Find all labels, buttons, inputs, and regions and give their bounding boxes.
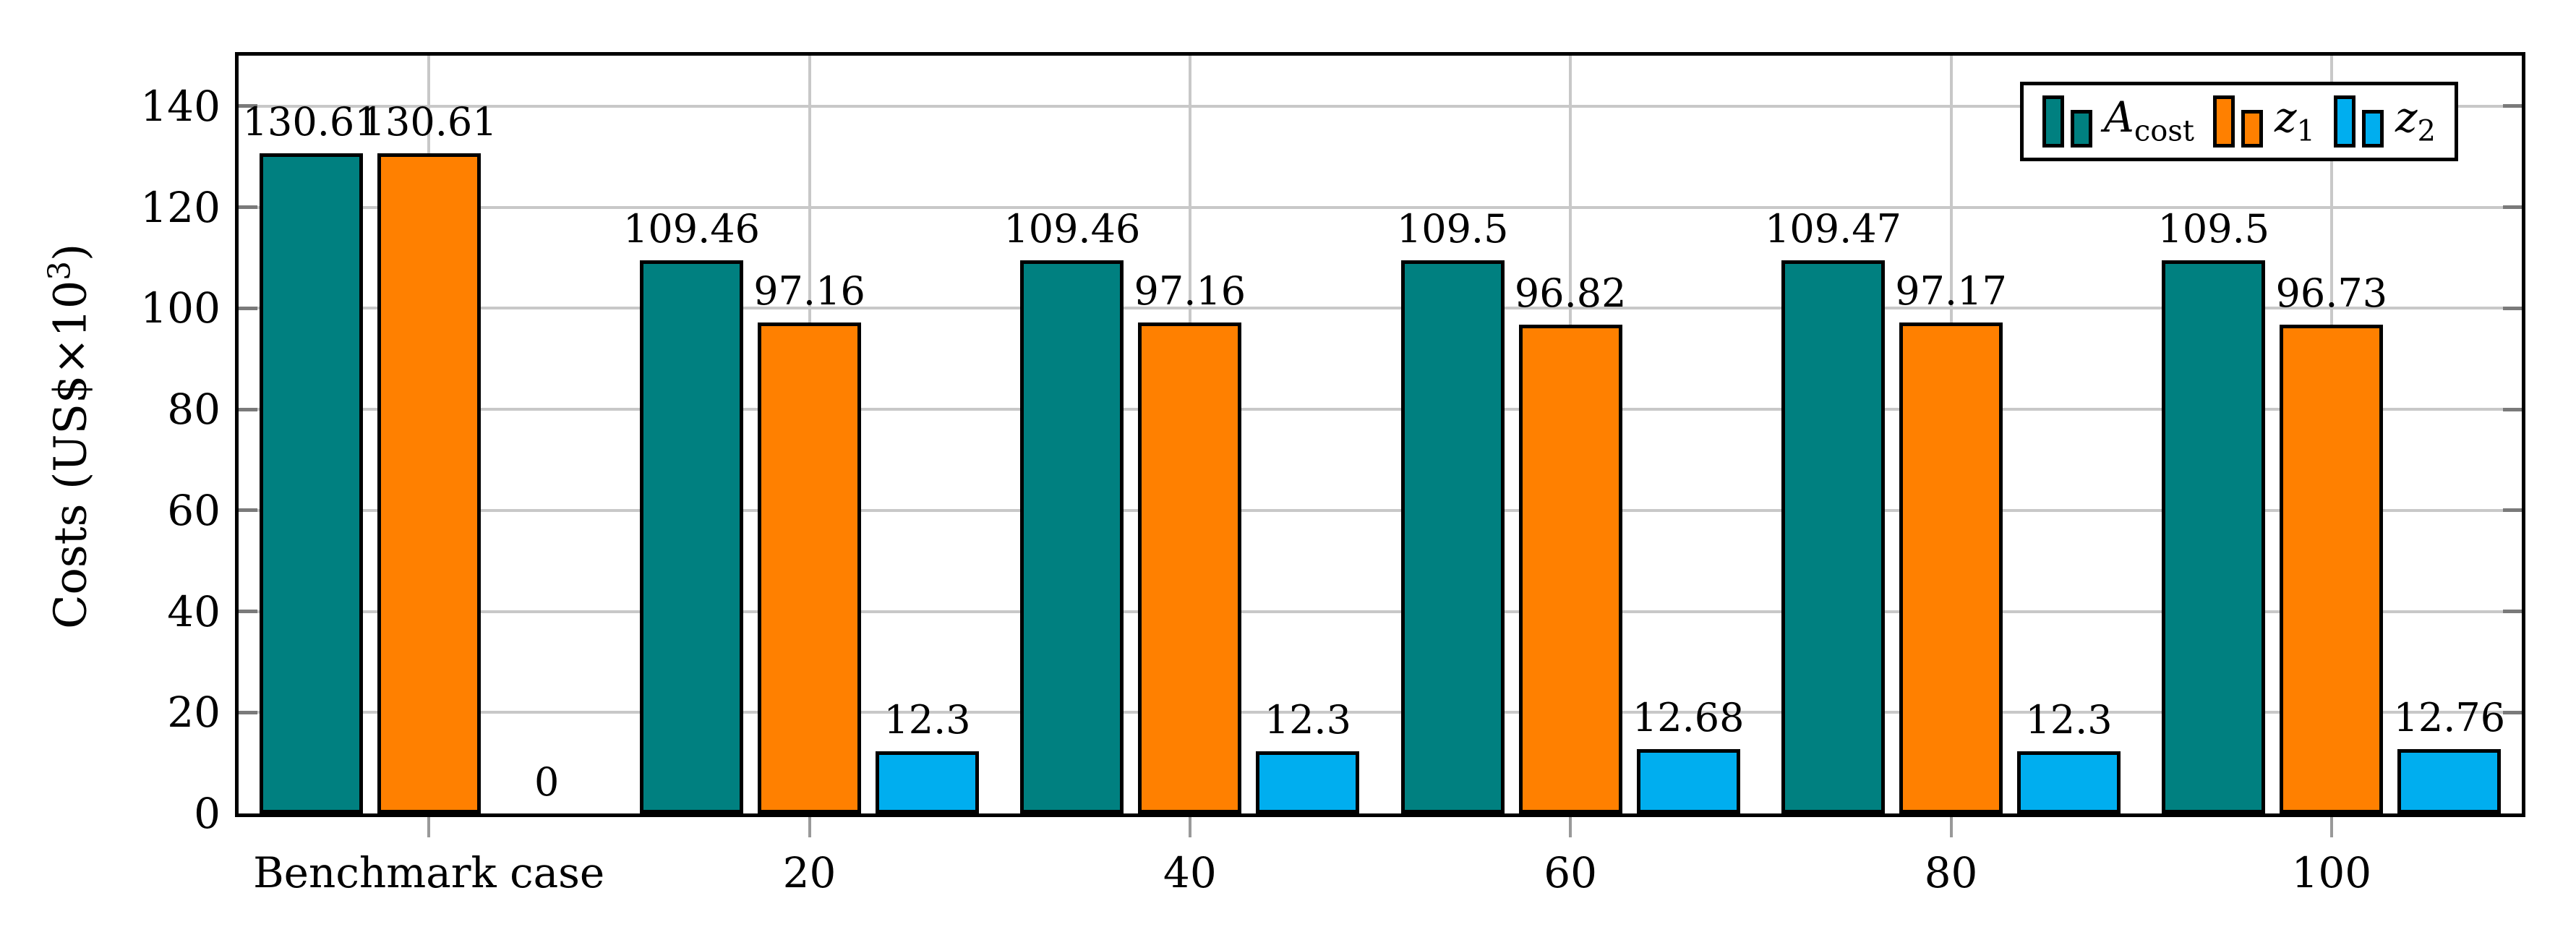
h-gridline (239, 711, 2522, 714)
bar-z_2 (1636, 749, 1740, 813)
bar-value-label: 96.73 (2275, 270, 2388, 317)
bar-A_cost (1020, 260, 1124, 813)
legend-bar-marker-z_2 (2333, 95, 2384, 148)
y-tick-left (239, 306, 257, 310)
x-tick-label: 60 (1544, 848, 1598, 897)
x-tick-label: 80 (1924, 848, 1978, 897)
plot-area: 130.61 130.61 0 109.46 97.16 12.3 109.46 97.16 1… (235, 52, 2525, 817)
y-tick-left (239, 205, 257, 210)
x-tick (1949, 817, 1953, 837)
y-tick-label: 140 (140, 81, 221, 131)
h-gridline (239, 508, 2522, 512)
bar-value-label: 12.3 (883, 697, 971, 743)
bar-A_cost (1400, 260, 1505, 813)
legend-entry-z_2: z2 (2333, 93, 2436, 148)
legend-label-z_2: z2 (2395, 93, 2436, 148)
h-gridline (239, 205, 2522, 209)
legend-label-A_cost: Acost (2103, 93, 2194, 148)
bar-value-label: 109.5 (1396, 205, 1509, 252)
bar-value-label: 97.17 (1895, 268, 2007, 315)
x-tick-label: 100 (2291, 848, 2372, 897)
bar-z_2 (876, 751, 979, 813)
legend-bar-icon (2212, 95, 2235, 148)
x-tick-label: Benchmark case (253, 848, 605, 897)
bar-value-label: 0 (534, 759, 560, 805)
legend: Acost z1 z2 (2019, 82, 2458, 161)
y-tick-right (2503, 306, 2522, 310)
bar-value-label: 130.61 (242, 99, 380, 145)
legend-bar-icon (2361, 110, 2384, 148)
bar-value-label: 130.61 (360, 99, 497, 145)
bar-A_cost (640, 260, 743, 813)
x-tick-label: 20 (782, 848, 836, 897)
y-tick-label: 40 (167, 586, 221, 636)
bar-z_1 (758, 322, 861, 813)
bar-value-label: 12.3 (1264, 697, 1351, 743)
bar-z_2 (1256, 751, 1360, 813)
bar-value-label: 109.5 (2157, 205, 2270, 252)
bar-z_2 (2397, 748, 2502, 813)
bar-value-label: 12.3 (2025, 697, 2113, 743)
bar-value-label: 109.47 (1765, 206, 1901, 252)
y-tick-label: 120 (140, 182, 221, 232)
bar-z_1 (377, 153, 481, 813)
legend-bar-icon (2042, 95, 2064, 148)
y-tick-left (239, 610, 257, 614)
x-tick (1188, 817, 1191, 837)
y-tick-label: 80 (167, 385, 221, 435)
y-tick-label: 0 (194, 789, 221, 838)
bar-value-label: 97.16 (753, 268, 865, 315)
y-tick-left (239, 407, 257, 411)
y-tick-right (2503, 205, 2522, 210)
legend-bar-marker-A_cost (2042, 95, 2092, 148)
bar-z_1 (1138, 322, 1242, 813)
legend-bar-icon (2241, 110, 2263, 148)
y-tick-left (239, 710, 257, 714)
y-tick-left (239, 508, 257, 513)
h-gridline (239, 408, 2522, 411)
y-tick-right (2503, 710, 2522, 714)
y-tick-right (2503, 610, 2522, 614)
bar-z_1 (1518, 324, 1622, 813)
bar-value-label: 12.68 (1632, 695, 1745, 741)
x-tick (808, 817, 811, 837)
y-tick-label: 60 (167, 485, 221, 535)
bar-A_cost (2162, 260, 2266, 813)
legend-label-z_1: z1 (2274, 93, 2315, 148)
bar-A_cost (1781, 260, 1885, 813)
legend-bar-icon (2333, 95, 2355, 148)
bar-value-label: 97.16 (1134, 268, 1246, 315)
x-tick (427, 817, 431, 837)
bar-z_1 (2280, 325, 2384, 813)
h-gridline (239, 104, 2522, 108)
bar-A_cost (259, 153, 363, 813)
bar-z_1 (1899, 322, 2003, 813)
x-tick (1569, 817, 1572, 837)
x-tick-label: 40 (1163, 848, 1217, 897)
y-tick-right (2503, 407, 2522, 411)
bar-value-label: 12.76 (2393, 694, 2506, 740)
bar-value-label: 109.46 (1004, 206, 1141, 252)
legend-bar-icon (2070, 110, 2092, 148)
y-tick-right (2503, 508, 2522, 513)
h-gridline (239, 307, 2522, 310)
y-tick-right (2503, 104, 2522, 108)
legend-entry-z_1: z1 (2212, 93, 2315, 148)
h-gridline (239, 610, 2522, 613)
y-tick-left (239, 104, 257, 108)
bar-value-label: 109.46 (623, 206, 760, 252)
legend-entry-A_cost: Acost (2042, 95, 2194, 148)
x-tick (2329, 817, 2333, 837)
legend-bar-marker-z_1 (2212, 95, 2263, 148)
bar-value-label: 96.82 (1514, 270, 1627, 316)
bar-z_2 (2017, 751, 2121, 813)
y-tick-label: 20 (167, 688, 221, 738)
y-tick-label: 100 (140, 283, 221, 333)
